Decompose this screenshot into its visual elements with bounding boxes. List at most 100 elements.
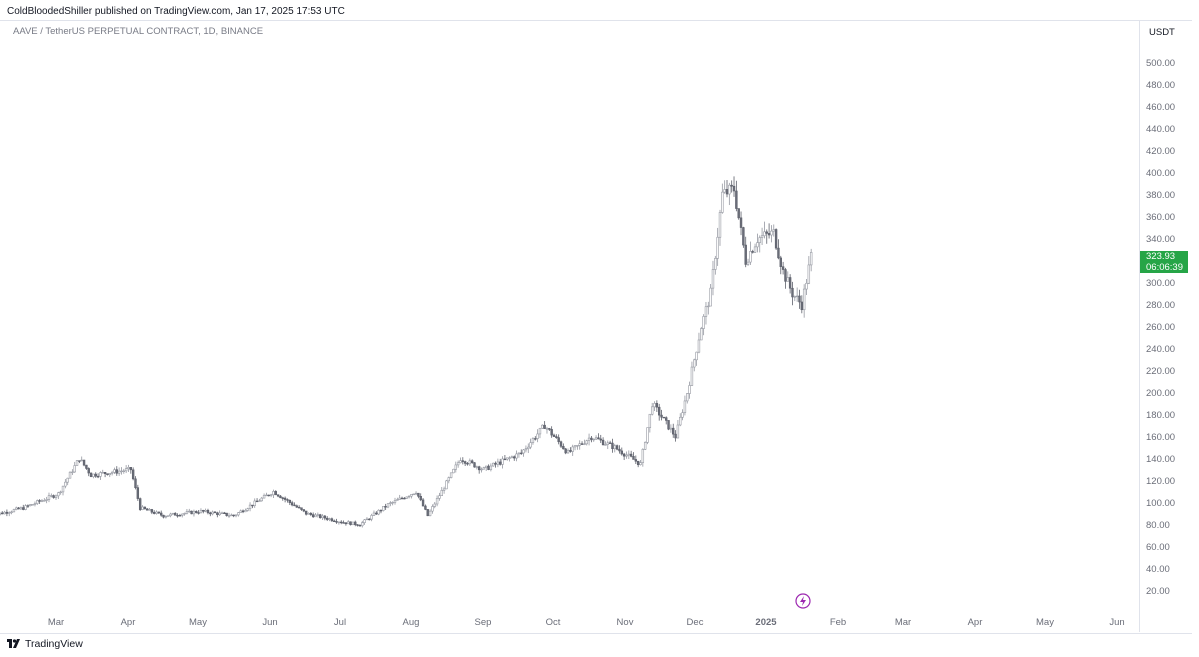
candle-body bbox=[800, 301, 804, 311]
candle-body bbox=[795, 295, 799, 298]
candle-body bbox=[340, 521, 343, 524]
candle-body bbox=[361, 522, 364, 527]
candle-body bbox=[433, 503, 436, 507]
candle-body bbox=[456, 462, 460, 466]
y-tick-label: 440.00 bbox=[1146, 124, 1175, 135]
candle-body bbox=[344, 522, 348, 525]
candle-body bbox=[148, 509, 151, 511]
candle-body bbox=[520, 452, 523, 455]
candle-body bbox=[466, 463, 469, 465]
candle-body bbox=[237, 512, 240, 516]
candle-body bbox=[503, 458, 507, 461]
candle-body bbox=[606, 442, 609, 445]
candle-body bbox=[744, 244, 747, 265]
candle-body bbox=[571, 446, 574, 452]
candle-body bbox=[38, 500, 41, 502]
candle-body bbox=[484, 465, 488, 468]
candle-body bbox=[12, 509, 16, 513]
candle-body bbox=[106, 473, 109, 476]
price-axis[interactable] bbox=[1139, 20, 1193, 632]
candle-body bbox=[314, 514, 317, 518]
candle-body bbox=[552, 434, 556, 437]
candle-body bbox=[424, 505, 427, 510]
y-tick-label: 120.00 bbox=[1146, 476, 1175, 487]
candle-body bbox=[234, 514, 238, 517]
candle-body bbox=[138, 498, 142, 510]
candle-body bbox=[115, 469, 118, 474]
candle-body bbox=[384, 506, 387, 508]
candle-body bbox=[155, 511, 158, 514]
candle-body bbox=[251, 504, 254, 507]
candle-body bbox=[716, 236, 719, 259]
candle-body bbox=[333, 520, 336, 522]
y-tick-label: 260.00 bbox=[1146, 322, 1175, 333]
candle-body bbox=[629, 453, 633, 457]
x-axis-ticks: Mar Apr May Jun Jul Aug Sep Oct Nov Dec 2025 Feb Mar… bbox=[48, 617, 1125, 628]
y-tick-label: 420.00 bbox=[1146, 146, 1175, 157]
candle-body bbox=[793, 296, 797, 298]
y-axis-ticks: 20.00 40.00 60.00 80.00 100.00 120.00 140.00 16… bbox=[1146, 58, 1175, 597]
candle-body bbox=[71, 471, 74, 474]
candle-body bbox=[33, 503, 37, 505]
candle-body bbox=[412, 493, 415, 496]
candle-body bbox=[440, 490, 443, 496]
candle-body bbox=[662, 416, 666, 419]
x-tick-label: Dec bbox=[687, 617, 704, 628]
y-tick-label: 360.00 bbox=[1146, 212, 1175, 223]
candle-body bbox=[87, 468, 90, 474]
candle-body bbox=[760, 235, 764, 238]
candle-body bbox=[541, 424, 544, 429]
candle-body bbox=[382, 506, 385, 511]
candle-body bbox=[244, 510, 247, 513]
candle-body bbox=[641, 448, 645, 463]
candle-body bbox=[702, 316, 705, 329]
tradingview-logo-icon bbox=[7, 639, 20, 648]
candle-body bbox=[160, 512, 163, 516]
candle-body bbox=[693, 359, 696, 368]
x-tick-label: Sep bbox=[475, 617, 492, 628]
candle-body bbox=[809, 252, 813, 266]
candle-body bbox=[260, 497, 263, 502]
candle-body bbox=[232, 514, 235, 517]
candle-body bbox=[230, 514, 233, 517]
candle-body bbox=[379, 509, 383, 512]
candle-body bbox=[169, 513, 172, 517]
tradingview-logo[interactable]: TradingView bbox=[7, 638, 83, 650]
candle-body bbox=[419, 495, 422, 501]
candle-body bbox=[248, 504, 252, 509]
candle-body bbox=[398, 497, 401, 500]
candle-body bbox=[468, 460, 472, 465]
candle-body bbox=[435, 498, 439, 505]
candle-body bbox=[463, 461, 467, 464]
candle-body bbox=[75, 460, 79, 466]
candle-body bbox=[739, 217, 743, 228]
candle-body bbox=[714, 258, 717, 270]
candle-body bbox=[765, 231, 768, 234]
candle-body bbox=[749, 251, 752, 263]
candle-body bbox=[506, 457, 509, 460]
candle-body bbox=[356, 524, 359, 526]
candle-body bbox=[89, 472, 93, 478]
candle-body bbox=[171, 512, 175, 515]
candle-body bbox=[377, 509, 380, 515]
candle-body bbox=[627, 453, 631, 456]
candle-body bbox=[779, 257, 782, 267]
candle-body bbox=[15, 507, 18, 510]
candle-body bbox=[461, 460, 465, 462]
y-tick-label: 460.00 bbox=[1146, 102, 1175, 113]
candle-body bbox=[113, 469, 116, 473]
candle-body bbox=[667, 420, 670, 430]
lightning-icon[interactable] bbox=[795, 593, 811, 609]
candle-body bbox=[206, 510, 210, 514]
candle-body bbox=[274, 491, 277, 496]
candle-body bbox=[459, 460, 462, 464]
candle-body bbox=[728, 184, 731, 195]
candle-body bbox=[122, 470, 126, 472]
candle-body bbox=[349, 521, 352, 526]
candle-body bbox=[758, 237, 761, 243]
candle-body bbox=[213, 511, 217, 514]
candle-body bbox=[732, 185, 736, 192]
candle-body bbox=[368, 518, 371, 521]
candle-body bbox=[613, 445, 616, 450]
